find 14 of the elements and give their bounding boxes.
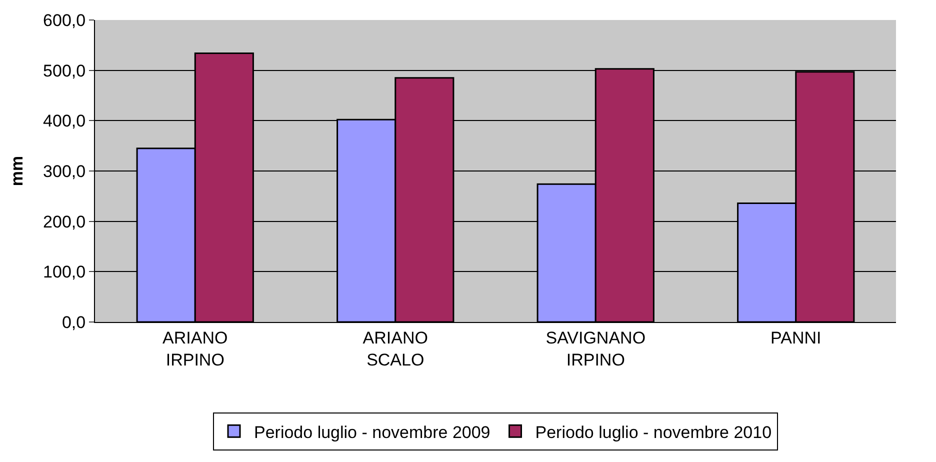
y-tick-label: 300,0 (43, 162, 86, 181)
y-tick-label: 400,0 (43, 112, 86, 131)
y-tick-label: 600,0 (43, 10, 86, 30)
y-tick-label: 200,0 (43, 212, 86, 232)
x-tick-label: SAVIGNANO IRPINO (546, 328, 646, 370)
y-tick-label: 100,0 (43, 262, 86, 282)
x-tick-label: ARIANO SCALO (362, 328, 428, 370)
y-axis-title: mm (8, 156, 27, 186)
legend-label: Periodo luglio - novembre 2010 (535, 422, 772, 442)
y-tick-label: 0,0 (62, 312, 86, 332)
x-tick-label: PANNI (770, 328, 822, 348)
x-tick-label: ARIANO IRPINO (162, 328, 228, 370)
legend-label: Periodo luglio - novembre 2009 (254, 422, 490, 442)
y-tick-label: 500,0 (43, 61, 86, 80)
